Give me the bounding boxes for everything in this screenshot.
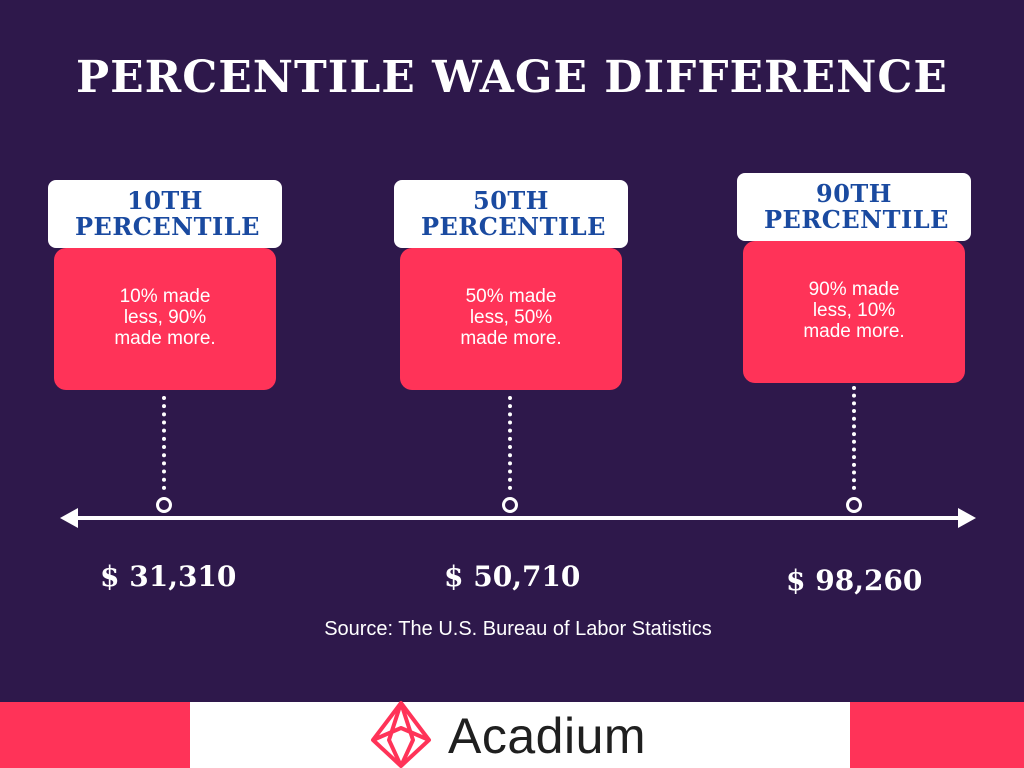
percentile-label: 50TH PERCENTILE [421,186,606,241]
percentile-card-header: 10TH PERCENTILE [48,180,282,248]
percentile-card-10th: 10TH PERCENTILE 10% made less, 90% made … [48,180,282,390]
percentile-description: 90% made less, 10% made more. [803,279,905,342]
percentile-card-90th: 90TH PERCENTILE 90% made less, 10% made … [737,173,971,383]
footer-accent-right [850,702,1024,768]
arrow-right-icon [958,508,976,528]
brand-name: Acadium [448,708,647,764]
page-title: PERCENTILE WAGE DIFFERENCE [76,52,948,103]
footer-accent-left [0,702,190,768]
percentile-card-header: 50TH PERCENTILE [394,180,628,248]
source-note: Source: The U.S. Bureau of Labor Statist… [324,618,712,640]
percentile-card-50th: 50TH PERCENTILE 50% made less, 50% made … [394,180,628,390]
timeline-marker [846,497,862,513]
timeline-marker [156,497,172,513]
dotted-connector [508,396,512,490]
dotted-connector [162,396,166,490]
percentile-label: 10TH PERCENTILE [75,186,260,241]
acadium-logo: Acadium [366,700,686,768]
percentile-card-header: 90TH PERCENTILE [737,173,971,241]
percentile-description: 10% made less, 90% made more. [114,286,216,349]
wage-value-50th: $ 50,710 [444,560,581,593]
arrow-left-icon [60,508,78,528]
timeline-marker [502,497,518,513]
dotted-connector [852,386,856,490]
acadium-logo-icon [371,701,431,768]
wage-value-90th: $ 98,260 [786,564,923,597]
wage-value-10th: $ 31,310 [100,560,237,593]
percentile-label: 90TH PERCENTILE [764,179,949,234]
percentile-description: 50% made less, 50% made more. [460,286,562,349]
footer-band [190,702,850,768]
